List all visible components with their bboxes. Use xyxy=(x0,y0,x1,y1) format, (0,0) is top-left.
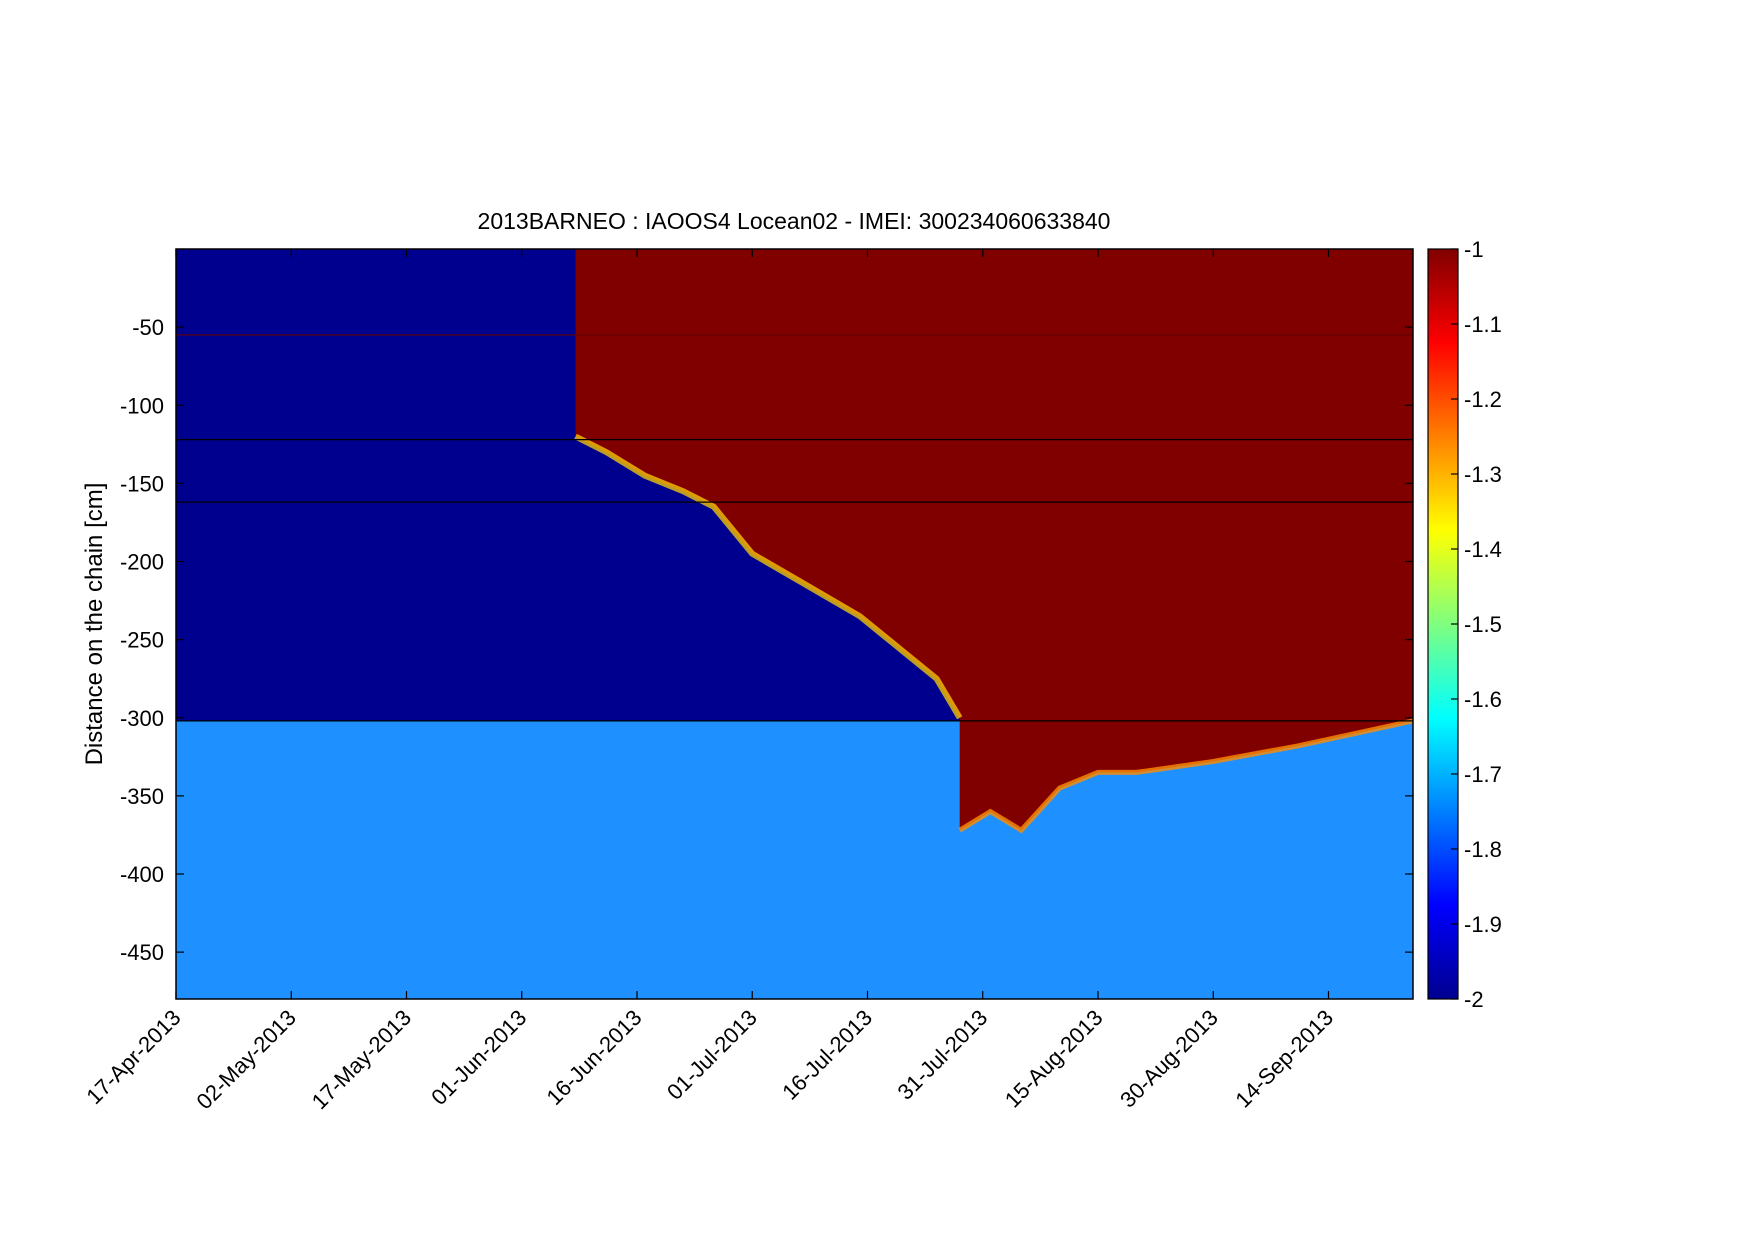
y-tick-label: -200 xyxy=(120,550,164,575)
colorbar-tick-label: -2 xyxy=(1464,987,1484,1012)
x-tick-label: 01-Jul-2013 xyxy=(662,1005,762,1105)
colorbar-tick-label: -1.7 xyxy=(1464,762,1502,787)
y-tick-label: -300 xyxy=(120,706,164,731)
colorbar-axis: -1 -1.1 -1.2 -1.3 -1.4 -1.5 -1.6 -1.7 -1.8 -1.9 -2 xyxy=(1451,237,1502,1012)
y-axis: -50 -100 -150 -200 -250 -300 -350 -400 -450 xyxy=(120,315,1413,965)
colorbar-tick-label: -1.9 xyxy=(1464,912,1502,937)
y-tick-label: -150 xyxy=(120,471,164,496)
y-tick-label: -400 xyxy=(120,862,164,887)
x-tick-label: 17-May-2013 xyxy=(307,1005,416,1114)
heatmap-warm-front xyxy=(574,433,963,720)
y-tick-label: -250 xyxy=(120,628,164,653)
x-tick-label: 02-May-2013 xyxy=(191,1005,300,1114)
x-tick-label: 30-Aug-2013 xyxy=(1115,1005,1223,1113)
colorbar-tick-label: -1.4 xyxy=(1464,537,1502,562)
colorbar-tick-label: -1 xyxy=(1464,237,1484,262)
y-axis-label: Distance on the chain [cm] xyxy=(81,483,108,766)
colorbar-tick-label: -1.8 xyxy=(1464,837,1502,862)
colorbar-tick-label: -1.1 xyxy=(1464,312,1502,337)
x-tick-label: 14-Sep-2013 xyxy=(1230,1005,1338,1113)
colorbar-tick-label: -1.2 xyxy=(1464,387,1502,412)
plot-area xyxy=(176,249,1413,999)
y-tick-label: -450 xyxy=(120,940,164,965)
heatmap-water-region xyxy=(176,720,1413,999)
colorbar-tick-label: -1.3 xyxy=(1464,462,1502,487)
chart-title: 2013BARNEO : IAOOS4 Locean02 - IMEI: 300… xyxy=(478,208,1111,234)
heatmap-melt-front xyxy=(958,718,1413,834)
x-tick-label: 01-Jun-2013 xyxy=(426,1005,531,1110)
y-tick-label: -50 xyxy=(132,315,164,340)
x-tick-label: 16-Jun-2013 xyxy=(541,1005,646,1110)
plot-frame xyxy=(175,248,1414,1000)
colorbar-tick-label: -1.5 xyxy=(1464,612,1502,637)
x-tick-label: 31-Jul-2013 xyxy=(892,1005,992,1105)
x-tick-label: 15-Aug-2013 xyxy=(1000,1005,1108,1113)
heatmap-warm-region xyxy=(575,249,1413,831)
colorbar-tick-label: -1.6 xyxy=(1464,687,1502,712)
x-tick-label: 17-Apr-2013 xyxy=(81,1005,185,1109)
x-tick-label: 16-Jul-2013 xyxy=(777,1005,877,1105)
y-tick-label: -350 xyxy=(120,784,164,809)
y-tick-label: -100 xyxy=(120,393,164,418)
